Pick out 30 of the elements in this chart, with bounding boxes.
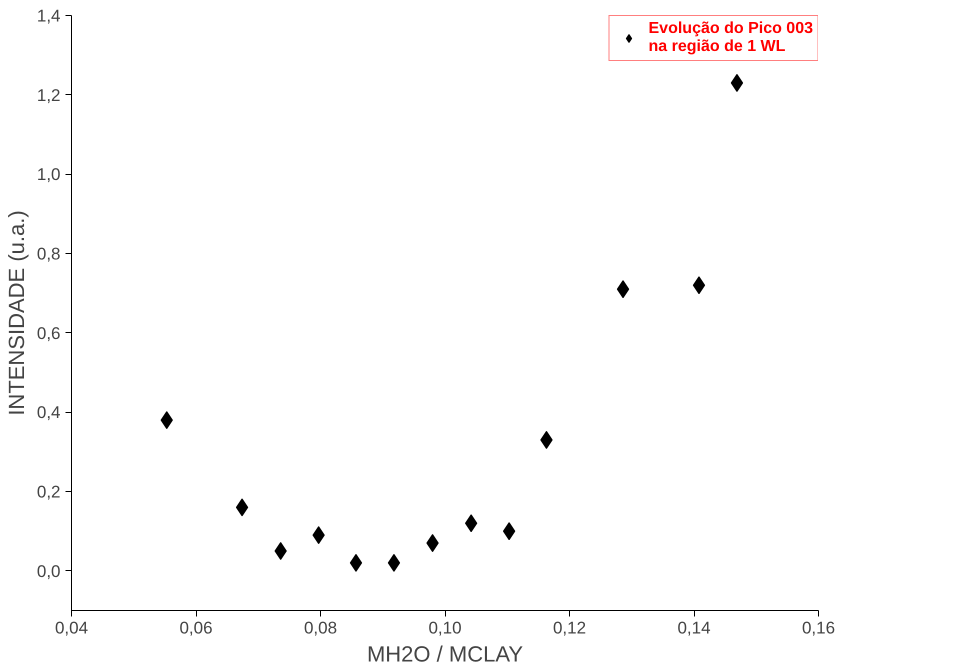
point xyxy=(502,522,516,540)
point xyxy=(464,514,478,532)
point xyxy=(350,554,362,572)
x-tick-label: 0,10 xyxy=(428,618,462,638)
point xyxy=(540,430,553,449)
y-tick-label: 0,2 xyxy=(36,482,61,502)
point xyxy=(616,280,630,298)
x-tick-label: 0,06 xyxy=(179,618,213,638)
y-tick-label: 1,2 xyxy=(36,86,61,105)
point xyxy=(426,534,439,552)
legend-label: Evolução do Pico 003 na região de 1 WL xyxy=(648,20,813,56)
y-tick-label: 0,4 xyxy=(36,403,61,422)
point xyxy=(692,276,706,294)
x-tick-label: 0,04 xyxy=(54,618,88,638)
x-tick-label: 0,08 xyxy=(304,618,338,638)
y-tick-label: 1,0 xyxy=(36,165,61,184)
point xyxy=(388,554,400,572)
y-axis-title: INTENSIDADE (u.a.) xyxy=(4,210,29,416)
x-tick-label: 0,14 xyxy=(677,618,711,638)
point xyxy=(236,498,248,516)
point xyxy=(312,526,325,544)
x-tick-label: 0,16 xyxy=(802,618,836,638)
point xyxy=(730,74,744,92)
x-axis-title: MH2O / MCLAY xyxy=(366,642,524,666)
y-tick-label: 0,8 xyxy=(36,244,61,264)
point xyxy=(274,542,287,560)
y-tick-label: 0,6 xyxy=(36,324,61,343)
y-tick-label: 1,4 xyxy=(36,6,61,26)
y-tick-label: 0,0 xyxy=(36,562,61,581)
x-tick-label: 0,12 xyxy=(552,618,586,638)
